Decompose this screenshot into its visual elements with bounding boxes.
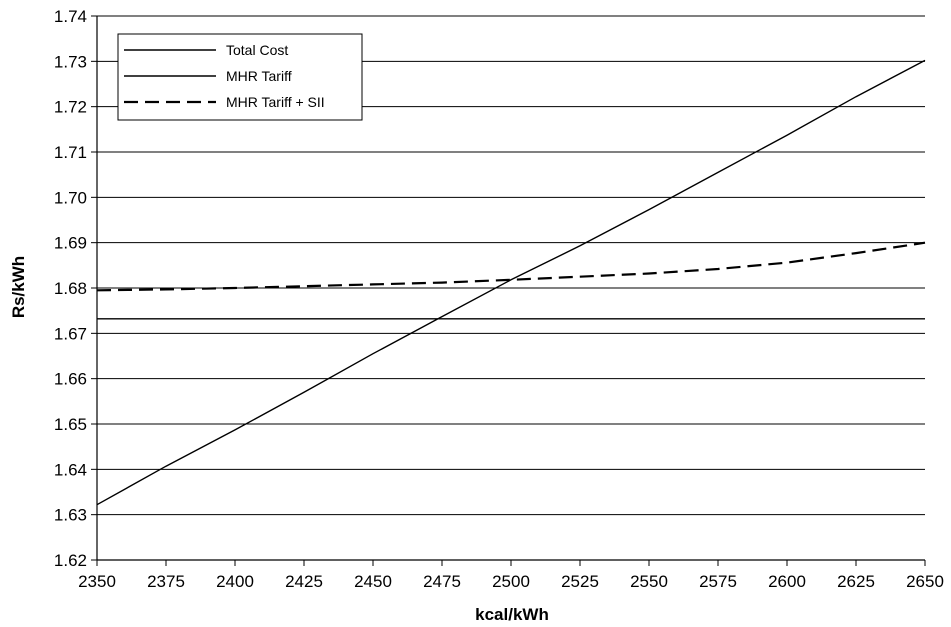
y-tick-label: 1.68 [54, 279, 87, 298]
series-line-total-cost [96, 59, 926, 506]
y-tick-label: 1.74 [54, 7, 87, 26]
legend-label: Total Cost [226, 42, 288, 58]
y-tick-label: 1.73 [54, 52, 87, 71]
x-tick-label: 2600 [768, 572, 806, 591]
x-tick-label: 2525 [561, 572, 599, 591]
legend: Total Cost MHR Tariff MHR Tariff + SII [117, 33, 363, 121]
y-tick-label: 1.62 [54, 551, 87, 570]
tick-labels: 1.62 1.63 1.64 1.65 1.66 1.67 1.68 1.69 1.70 1.71… [54, 7, 944, 591]
legend-label: MHR Tariff [226, 68, 292, 84]
x-tick-label: 2450 [354, 572, 392, 591]
x-tick-label: 2650 [906, 572, 944, 591]
legend-box [117, 33, 363, 121]
x-tick-label: 2500 [492, 572, 530, 591]
x-tick-label: 2400 [216, 572, 254, 591]
y-tick-label: 1.69 [54, 234, 87, 253]
y-tick-label: 1.70 [54, 188, 87, 207]
x-tick-label: 2475 [423, 572, 461, 591]
series-line-mhr-tariff-sii [96, 241, 926, 292]
series-lines [96, 59, 926, 506]
x-tick-label: 2550 [630, 572, 668, 591]
y-tick-label: 1.63 [54, 506, 87, 525]
y-tick-label: 1.72 [54, 98, 87, 117]
axes [91, 15, 926, 566]
x-tick-label: 2425 [285, 572, 323, 591]
y-tick-label: 1.66 [54, 370, 87, 389]
legend-label: MHR Tariff + SII [226, 94, 325, 110]
x-tick-label: 2625 [837, 572, 875, 591]
x-tick-label: 2350 [78, 572, 116, 591]
x-tick-label: 2375 [147, 572, 185, 591]
y-tick-label: 1.65 [54, 415, 87, 434]
y-tick-label: 1.67 [54, 324, 87, 343]
y-tick-label: 1.64 [54, 460, 87, 479]
y-tick-label: 1.71 [54, 143, 87, 162]
y-axis-title: Rs/kWh [9, 256, 28, 318]
x-axis-title: kcal/kWh [475, 605, 549, 624]
x-tick-label: 2575 [699, 572, 737, 591]
